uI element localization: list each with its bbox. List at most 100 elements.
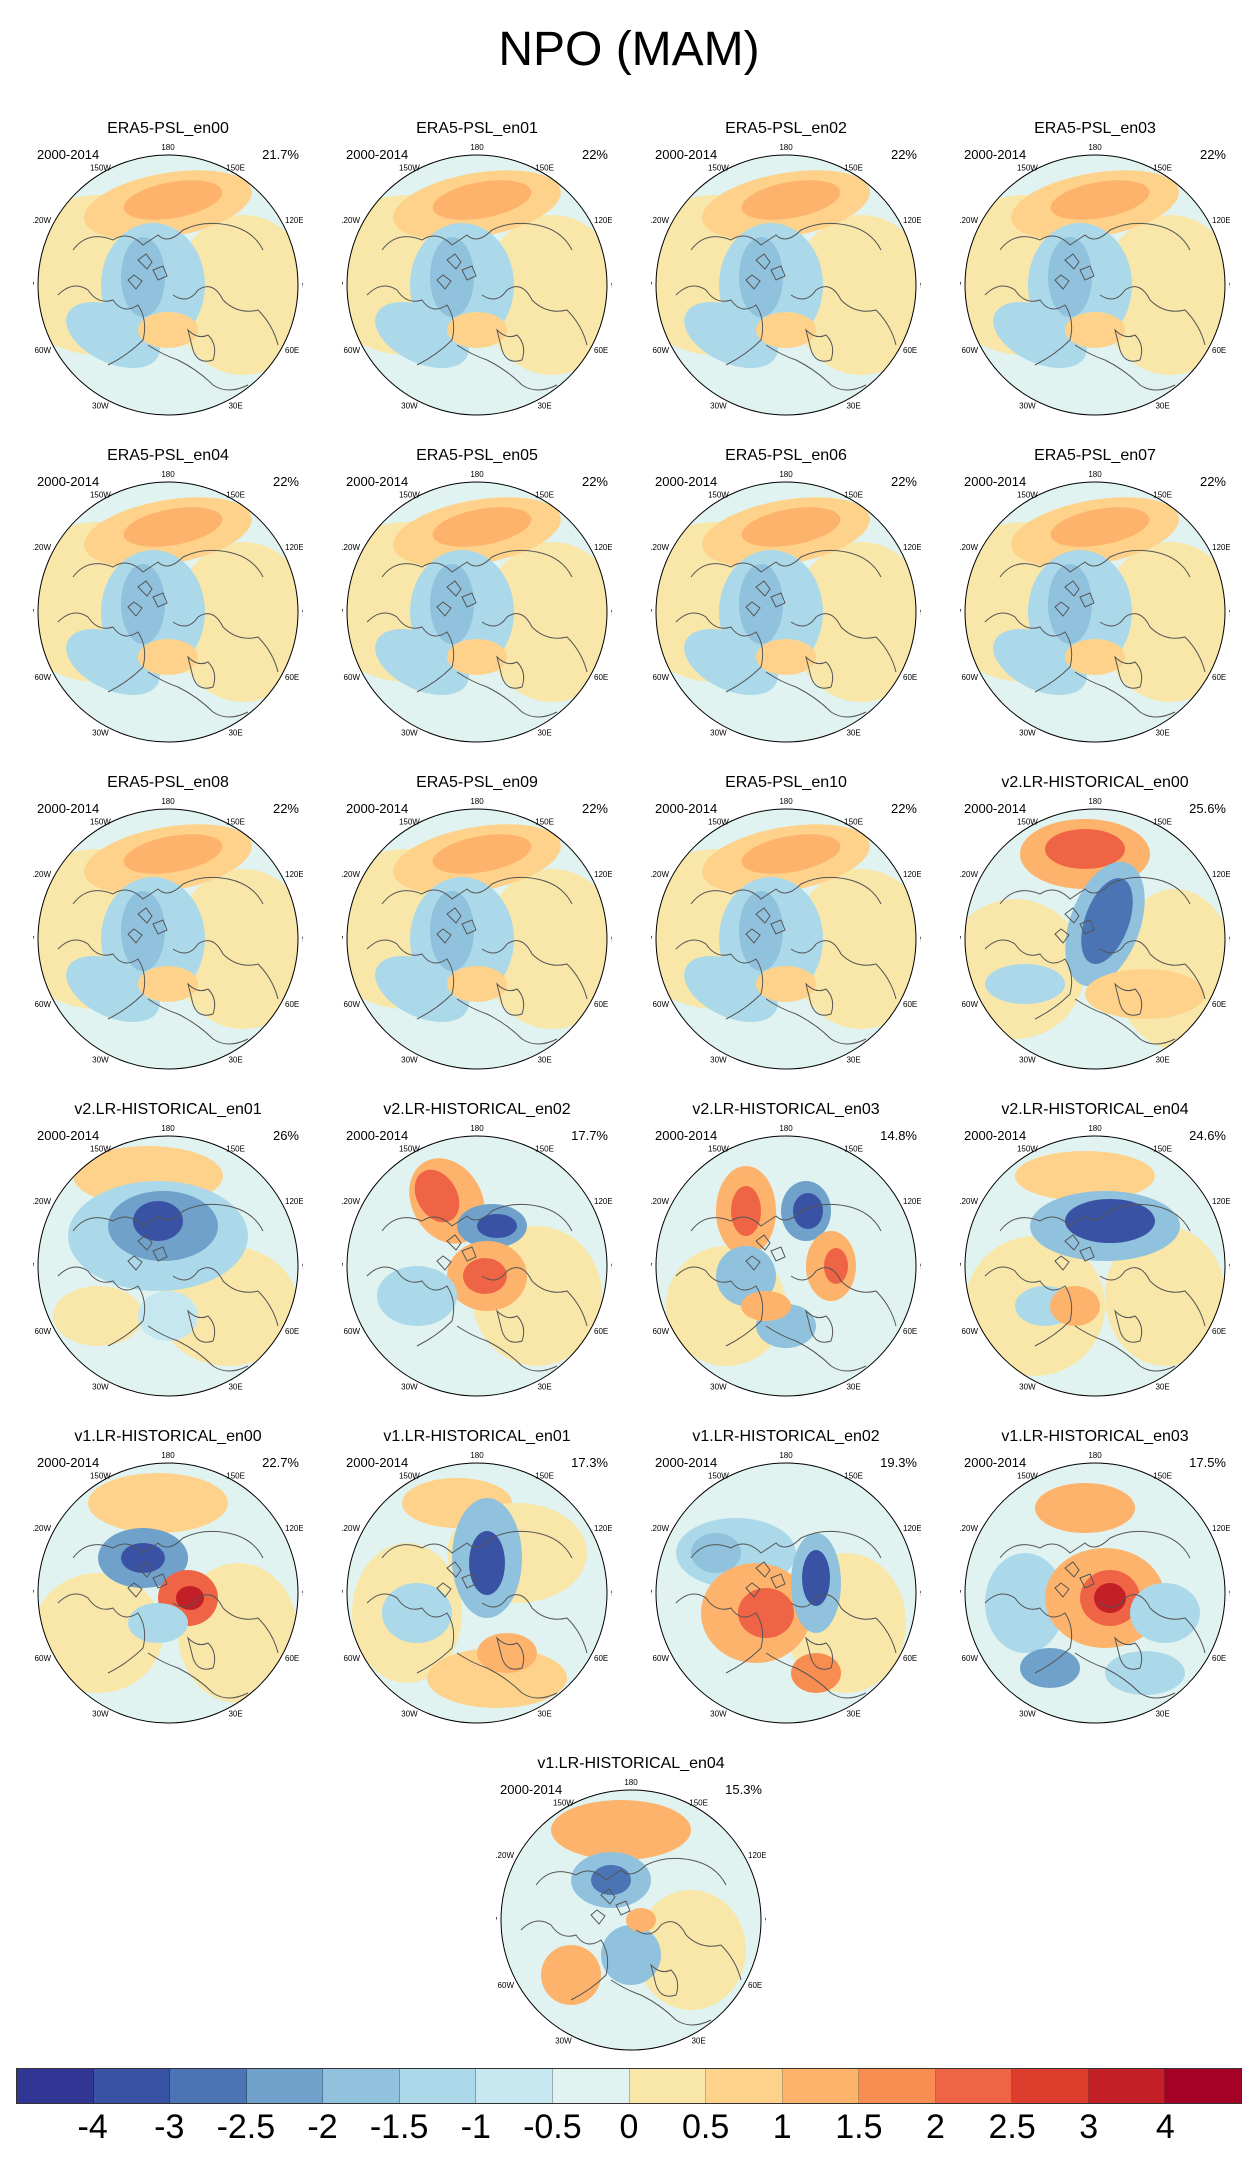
longitude-label: 120W <box>33 1197 51 1206</box>
anomaly-blob <box>447 639 507 675</box>
anomaly-blob <box>591 1865 631 1895</box>
longitude-label: 90W <box>342 1589 343 1598</box>
map-panel: 180150W150E120W120E90W90E60W60E30W30E0ER… <box>651 774 921 1074</box>
anomaly-blob <box>626 1908 656 1932</box>
longitude-label: 120W <box>342 870 360 879</box>
anomaly-blob <box>756 639 816 675</box>
coastline <box>520 1920 609 2001</box>
longitude-label: 180 <box>161 143 175 152</box>
panel-title: v2.LR-HISTORICAL_en03 <box>692 1101 880 1118</box>
longitude-label: 60W <box>653 1000 670 1009</box>
coastline <box>366 1593 455 1674</box>
longitude-label: 60W <box>35 1327 52 1336</box>
anomaly-blob <box>432 834 532 874</box>
longitude-label: 150W <box>399 818 420 827</box>
longitude-label: 180 <box>779 797 793 806</box>
map-boundary <box>655 1462 917 1724</box>
longitude-label: 90W <box>342 935 343 944</box>
coastline <box>57 1593 146 1674</box>
longitude-label: 120W <box>33 216 51 225</box>
coastline <box>690 1203 882 1232</box>
anomaly-blob <box>447 312 507 348</box>
panel-title: v1.LR-HISTORICAL_en03 <box>1001 1428 1189 1445</box>
panel-title: ERA5-PSL_en01 <box>416 120 538 137</box>
colorbar <box>16 2068 1242 2104</box>
longitude-label: 60W <box>35 346 52 355</box>
longitude-label: 150E <box>1153 818 1172 827</box>
anomaly-blob <box>636 1890 746 2010</box>
coastline <box>496 328 525 362</box>
longitude-label: 60E <box>1212 1654 1226 1663</box>
polar-map: 180150W150E120W120E90W90E60W60E30W30E0 <box>960 470 1230 743</box>
coastline <box>805 655 834 689</box>
map-boundary <box>346 481 608 743</box>
panel-period: 2000-2014 <box>655 147 718 162</box>
longitude-label: 120W <box>960 543 978 552</box>
longitude-label: 60E <box>1212 1327 1226 1336</box>
anomaly-blob <box>53 1286 143 1346</box>
anomaly-blob <box>739 891 783 971</box>
panel-period: 2000-2014 <box>655 1128 718 1143</box>
coastline <box>765 344 867 391</box>
panel-variance-percent: 19.3% <box>880 1455 917 1470</box>
anomaly-blob <box>1130 1583 1200 1643</box>
panel-period: 2000-2014 <box>346 147 409 162</box>
longitude-label: 30E <box>846 1709 860 1718</box>
map-panel: 180150W150E120W120E90W90E60W60E30W30E0ER… <box>960 447 1230 747</box>
colorbar-tick-label: 0 <box>619 2108 639 2146</box>
longitude-label: 60E <box>594 1654 608 1663</box>
longitude-label: 60E <box>285 1654 299 1663</box>
longitude-label: 60E <box>1212 673 1226 682</box>
coastline <box>765 998 867 1045</box>
anomaly-blob <box>121 891 165 971</box>
polar-map: 180150W150E120W120E90W90E60W60E30W30E0 <box>651 143 921 416</box>
longitude-label: 180 <box>779 1451 793 1460</box>
coastline <box>381 222 573 251</box>
coastline <box>127 907 168 944</box>
coastline <box>187 1309 216 1343</box>
longitude-label: 120E <box>903 1524 921 1533</box>
longitude-label: 90E <box>1229 608 1230 617</box>
panel-variance-percent: 22% <box>1199 474 1226 489</box>
map-panel: 180150W150E120W120E90W90E60W60E30W30E0v1… <box>33 1428 303 1728</box>
longitude-label: 180 <box>161 1451 175 1460</box>
longitude-label: 150W <box>1017 1472 1038 1481</box>
panel-title: v1.LR-HISTORICAL_en02 <box>692 1428 880 1445</box>
map-panel: 180150W150E120W120E90W90E60W60E30W30E0v2… <box>342 1101 612 1401</box>
coastline <box>675 285 764 366</box>
longitude-label: 60E <box>748 1981 762 1990</box>
coastline <box>745 580 786 617</box>
longitude-label: 90E <box>302 935 303 944</box>
longitude-label: 60W <box>962 1000 979 1009</box>
anomaly-blob <box>382 1583 452 1643</box>
panel-period: 2000-2014 <box>37 147 100 162</box>
coastline <box>610 1979 712 2026</box>
colorbar-segment <box>246 2069 324 2103</box>
longitude-label: 30E <box>846 1055 860 1064</box>
coastline <box>1054 1234 1095 1271</box>
anomaly-blob <box>430 891 474 971</box>
longitude-label: 60E <box>594 1327 608 1336</box>
coastline <box>690 549 882 578</box>
panel-variance-percent: 22% <box>581 801 608 816</box>
anomaly-blob <box>738 1588 794 1638</box>
coastline <box>1054 580 1095 617</box>
longitude-label: 120E <box>285 216 303 225</box>
longitude-label: 90W <box>33 608 34 617</box>
longitude-label: 180 <box>470 797 484 806</box>
coastline <box>72 549 264 578</box>
longitude-label: 150E <box>844 164 863 173</box>
longitude-label: 150E <box>535 818 554 827</box>
longitude-label: 180 <box>1088 1451 1102 1460</box>
longitude-label: 60W <box>653 1654 670 1663</box>
map-boundary <box>964 1135 1226 1397</box>
anomaly-blob <box>1035 1483 1135 1533</box>
map-panel: 180150W150E120W120E90W90E60W60E30W30E0ER… <box>33 120 303 420</box>
longitude-label: 30E <box>1155 728 1169 737</box>
longitude-label: 150E <box>844 491 863 500</box>
anomaly-blob <box>66 955 160 1023</box>
anomaly-blob <box>176 1586 204 1610</box>
map-panel: 180150W150E120W120E90W90E60W60E30W30E0ER… <box>960 120 1230 420</box>
longitude-label: 90W <box>960 1589 961 1598</box>
longitude-label: 120W <box>960 1197 978 1206</box>
